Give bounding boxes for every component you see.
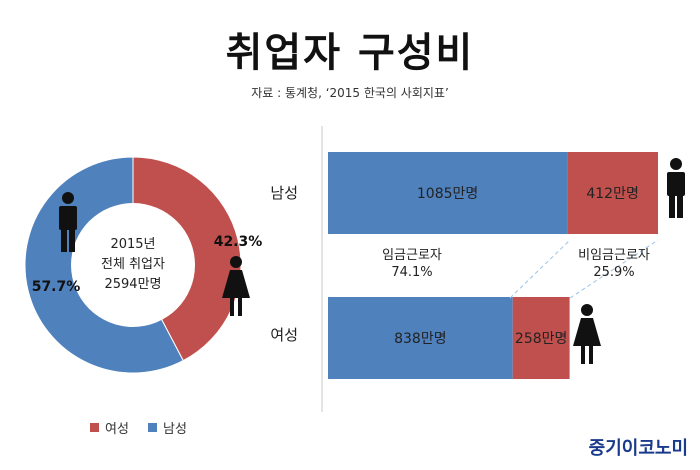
source-note: 자료 : 통계청, ‘2015 한국의 사회지표’ [251, 86, 449, 100]
annotation-nonwage-line-1: 비임금근로자 [578, 248, 650, 263]
bar-label-female-nonwage: 258만명 [515, 331, 567, 347]
bar-female-wage [328, 297, 513, 379]
bar-label-male-nonwage: 412만명 [586, 186, 638, 202]
donut-center-line-1: 2015년 [110, 237, 155, 252]
bar-label-male-wage: 1085만명 [417, 186, 478, 202]
bar-male-wage [328, 152, 568, 234]
male-person-icon [59, 192, 77, 252]
annotation-nonwage-line-2: 25.9% [593, 265, 634, 280]
bar-female-nonwage [512, 297, 570, 379]
annotation-wage-line-1: 임금근로자 [382, 248, 442, 263]
slice-label-male: 57.7% [32, 279, 81, 295]
male-bar-person-icon [667, 158, 685, 218]
female-person-icon [222, 256, 250, 316]
donut-center-line-3: 2594만명 [104, 277, 161, 292]
donut-center-line-2: 전체 취업자 [101, 257, 165, 272]
category-label-female: 여성 [270, 326, 298, 344]
legend-swatch-female [90, 423, 99, 432]
brand-logo: 중기이코노미 [588, 438, 688, 459]
category-label-male: 남성 [270, 184, 298, 202]
bar-label-female-wage: 838만명 [394, 331, 446, 347]
bar-male-nonwage [567, 152, 658, 234]
chart-title: 취업자 구성비 [225, 30, 475, 76]
connector-line-right [569, 239, 659, 299]
legend-swatch-male [148, 423, 157, 432]
donut-hole [71, 203, 195, 327]
legend-label-female: 여성 [105, 422, 129, 437]
female-bar-person-icon [573, 304, 601, 364]
slice-label-female: 42.3% [214, 234, 263, 250]
donut-chart: 2015년 전체 취업자 2594만명 42.3% 57.7% [24, 156, 263, 374]
legend-item-male: 남성 [148, 418, 187, 437]
legend-label-male: 남성 [163, 422, 187, 437]
annotation-wage-line-2: 74.1% [391, 265, 432, 280]
connector-line-left [509, 239, 571, 299]
legend-item-female: 여성 [90, 418, 129, 437]
